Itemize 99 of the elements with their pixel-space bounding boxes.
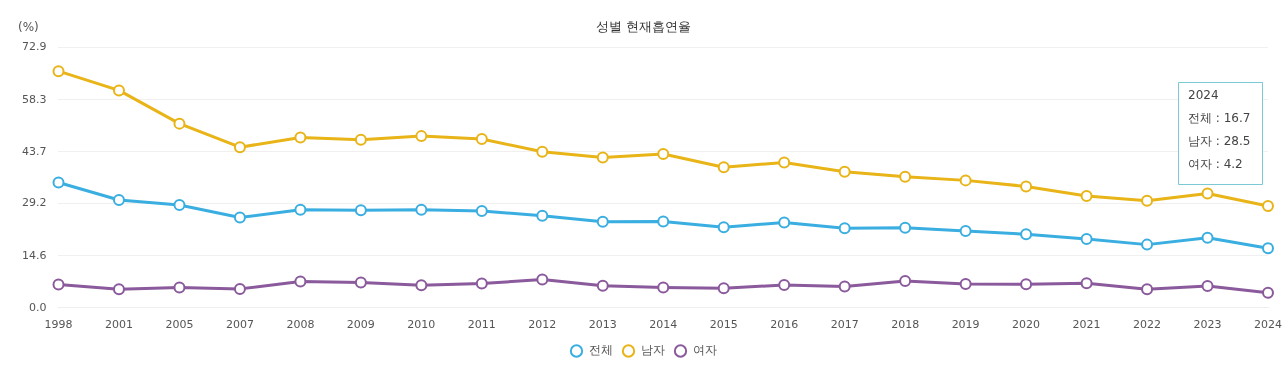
x-tick-label: 2014 — [649, 318, 678, 332]
point — [596, 279, 609, 292]
point — [112, 84, 125, 97]
x-tick-label: 2022 — [1133, 318, 1162, 332]
point — [657, 215, 670, 228]
x-tick-label: 2023 — [1193, 318, 1222, 332]
point — [899, 221, 912, 234]
point — [717, 221, 730, 234]
x-tick-label: 2011 — [467, 318, 496, 332]
point — [294, 131, 307, 144]
point — [173, 281, 186, 294]
point — [1262, 242, 1274, 255]
point — [717, 282, 730, 295]
y-tick-label: 43.7 — [21, 144, 47, 158]
point — [415, 279, 428, 292]
point — [354, 204, 367, 217]
point — [959, 277, 972, 290]
x-tick-label: 2008 — [286, 318, 315, 332]
point — [778, 156, 791, 169]
point — [1201, 280, 1214, 293]
y-tick-label: 58.3 — [21, 92, 47, 106]
point — [52, 278, 65, 291]
y-tick-label: 14.6 — [21, 248, 47, 262]
point — [1080, 277, 1093, 290]
point — [173, 199, 186, 212]
x-tick-label: 2017 — [830, 318, 859, 332]
point — [52, 176, 65, 189]
annotation: 여자 : 4.2 — [1188, 157, 1243, 172]
point — [415, 203, 428, 216]
chart-title: 성별 현재흡연율 — [595, 19, 692, 35]
legend-label: 전체 — [588, 343, 613, 358]
point — [1262, 286, 1274, 299]
x-tick-label: 2001 — [104, 318, 133, 332]
point — [778, 216, 791, 229]
point — [959, 225, 972, 238]
point — [536, 145, 549, 158]
point — [596, 215, 609, 228]
x-tick-label: 2021 — [1072, 318, 1101, 332]
x-tick-label: 2019 — [951, 318, 980, 332]
annotation: 남자 : 28.5 — [1188, 134, 1251, 149]
x-tick-label: 2007 — [225, 318, 254, 332]
point — [294, 203, 307, 216]
x-tick-label: 2016 — [770, 318, 799, 332]
point — [1262, 200, 1274, 213]
point — [1141, 238, 1154, 251]
point — [657, 147, 670, 160]
annotation: 2024 — [1188, 88, 1219, 103]
point — [778, 278, 791, 291]
y-axis-title: (%) — [18, 20, 39, 35]
x-tick-label: 2009 — [346, 318, 375, 332]
point — [475, 205, 488, 218]
point — [838, 280, 851, 293]
point — [1141, 283, 1154, 296]
point — [52, 65, 65, 78]
annotation: 전체 : 16.7 — [1188, 111, 1251, 126]
point — [657, 281, 670, 294]
point — [475, 132, 488, 145]
x-tick-label: 2024 — [1254, 318, 1282, 332]
point — [1201, 187, 1214, 200]
point — [1020, 278, 1033, 291]
point — [354, 276, 367, 289]
point — [233, 141, 246, 154]
point — [1201, 231, 1214, 244]
point — [1080, 190, 1093, 203]
point — [354, 133, 367, 146]
y-tick-label: 72.9 — [21, 40, 47, 54]
x-tick-label: 2010 — [407, 318, 436, 332]
point — [233, 282, 246, 295]
point — [959, 174, 972, 187]
point — [838, 222, 851, 235]
point — [233, 211, 246, 224]
x-tick-label: 2020 — [1012, 318, 1041, 332]
point — [173, 117, 186, 130]
point — [112, 194, 125, 207]
point — [596, 151, 609, 164]
point — [536, 209, 549, 222]
point — [536, 273, 549, 286]
point — [717, 161, 730, 174]
point — [294, 275, 307, 288]
point — [1020, 228, 1033, 241]
x-tick-label: 2005 — [165, 318, 194, 332]
point — [1020, 180, 1033, 193]
point — [838, 165, 851, 178]
x-tick-label: 2013 — [588, 318, 617, 332]
x-tick-label: 2015 — [709, 318, 738, 332]
legend-label: 남자 — [640, 343, 665, 358]
point — [899, 275, 912, 288]
point — [899, 170, 912, 183]
x-tick-label: 2018 — [891, 318, 920, 332]
y-tick-label: 29.2 — [21, 196, 47, 210]
point — [112, 283, 125, 296]
y-tick-label: 0.0 — [28, 300, 47, 314]
point — [415, 130, 428, 143]
x-tick-label: 2012 — [528, 318, 557, 332]
point — [1141, 194, 1154, 207]
legend-label: 여자 — [692, 343, 717, 358]
x-tick-label: 1998 — [44, 318, 73, 332]
point — [475, 277, 488, 290]
point — [1080, 232, 1093, 245]
